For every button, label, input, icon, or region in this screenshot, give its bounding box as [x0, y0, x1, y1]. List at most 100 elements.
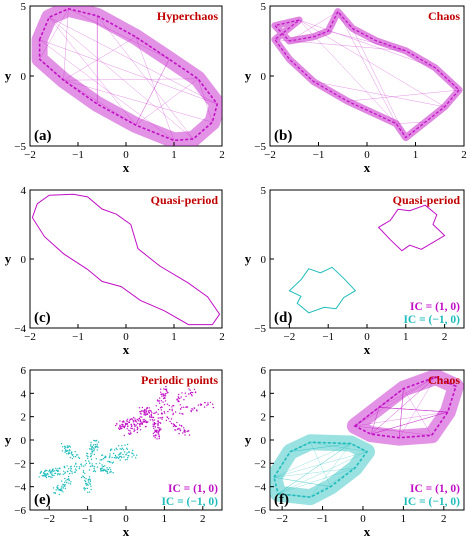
y-tick-label: 0	[261, 254, 267, 266]
series-2-point	[64, 472, 66, 475]
series-1-point	[119, 428, 121, 430]
plot-area	[31, 6, 222, 146]
plot-frame	[269, 369, 465, 511]
series-2-point	[82, 470, 85, 472]
series-1-trajectory	[352, 28, 407, 138]
series-2-point	[121, 445, 123, 447]
series-1-point	[163, 404, 166, 406]
series-2-point	[87, 478, 90, 481]
series-1-point	[120, 427, 122, 430]
series-2-point	[101, 464, 103, 466]
series-2-point	[93, 453, 96, 456]
series-2-point	[104, 455, 107, 457]
legend-entry: IC = (1, 0)	[410, 483, 460, 495]
y-tick-label: 0	[21, 254, 27, 266]
series-2-point	[114, 454, 117, 457]
series-2-point	[68, 478, 70, 480]
series-1-point	[142, 419, 144, 421]
series-2-point	[128, 451, 130, 453]
series-1-point	[159, 397, 161, 399]
series-2-point	[61, 450, 64, 452]
x-tick-label: 0	[364, 331, 370, 343]
series-2-point	[106, 470, 109, 473]
series-1-trajectory	[298, 19, 445, 108]
series-1-point	[157, 413, 159, 415]
series-2-point	[74, 451, 76, 453]
x-axis-label: x	[364, 160, 371, 175]
series-2-point	[51, 472, 53, 474]
series-2-point	[53, 492, 55, 494]
series-2-trajectory	[273, 443, 351, 478]
panel-title: Quasi-period	[151, 193, 219, 207]
series-1-point	[209, 401, 212, 404]
series-2-point	[77, 454, 79, 456]
series-1-point	[133, 428, 135, 430]
y-axis-label: y	[245, 251, 252, 266]
series-2-point	[40, 471, 42, 474]
series-2-point	[122, 453, 124, 456]
series-2-point	[110, 471, 112, 473]
series-1-point	[156, 438, 158, 440]
series-1-point	[139, 419, 141, 421]
panel-label: (c)	[34, 310, 51, 326]
series-2-point	[104, 456, 106, 459]
series-2-point	[83, 487, 85, 490]
series-1-point	[150, 416, 153, 418]
series-1-point	[154, 435, 156, 437]
series-1-point	[137, 420, 139, 422]
y-tick-label: 2	[261, 412, 267, 424]
series-2-point	[78, 457, 81, 459]
series-1-point	[183, 430, 185, 432]
x-tick-label: −1	[72, 331, 84, 343]
series-1-trajectory	[298, 19, 397, 124]
legend-entry: IC = (1, 0)	[168, 483, 218, 495]
series-1-point	[146, 407, 148, 410]
series-2-point	[71, 470, 73, 473]
x-tick-label: 1	[401, 513, 407, 525]
series-2-point	[75, 454, 78, 456]
series-1-point	[181, 406, 183, 409]
series-1-point	[161, 418, 163, 420]
series-2-trajectory	[290, 442, 311, 452]
x-axis-label: x	[364, 342, 371, 357]
series-1-trajectory	[370, 376, 436, 435]
series-2-trajectory	[310, 442, 331, 487]
series-2-point	[91, 448, 93, 451]
series-1-point	[139, 422, 141, 425]
series-1-point	[166, 403, 169, 405]
series-2-point	[111, 448, 113, 450]
y-tick-label: −4	[14, 323, 26, 335]
series-1-point	[130, 424, 132, 426]
y-axis-label: y	[245, 68, 252, 83]
panel-label: (d)	[274, 310, 292, 326]
series-1-point	[161, 395, 163, 397]
series-1-band-core	[273, 10, 460, 139]
series-2-point	[53, 474, 55, 477]
series-2-point	[119, 448, 121, 450]
series-2-point	[103, 469, 105, 472]
series-1-point	[153, 427, 155, 429]
series-2-point	[120, 452, 122, 454]
series-1-point	[160, 409, 162, 411]
series-1-point	[157, 424, 159, 426]
series-2-point	[111, 462, 114, 464]
x-tick-label: −2	[43, 513, 55, 525]
series-1-point	[160, 388, 162, 390]
series-1-point	[185, 395, 187, 397]
series-1-point	[136, 418, 138, 421]
series-1-trajectory	[403, 388, 432, 436]
series-1-point	[154, 429, 156, 431]
series-1-point	[171, 408, 173, 410]
series-2-trajectory	[277, 443, 351, 494]
y-tick-label: −5	[14, 141, 26, 153]
series-2-trajectory	[310, 467, 356, 498]
series-2-point	[54, 472, 57, 474]
series-1-point	[176, 398, 178, 400]
series-1-point	[152, 435, 155, 437]
series-1-point	[139, 425, 141, 427]
series-1-point	[180, 396, 182, 398]
series-2-point	[89, 448, 91, 450]
series-2-point	[57, 468, 59, 470]
series-1-point	[167, 391, 169, 394]
series-2-trajectory	[274, 477, 331, 487]
